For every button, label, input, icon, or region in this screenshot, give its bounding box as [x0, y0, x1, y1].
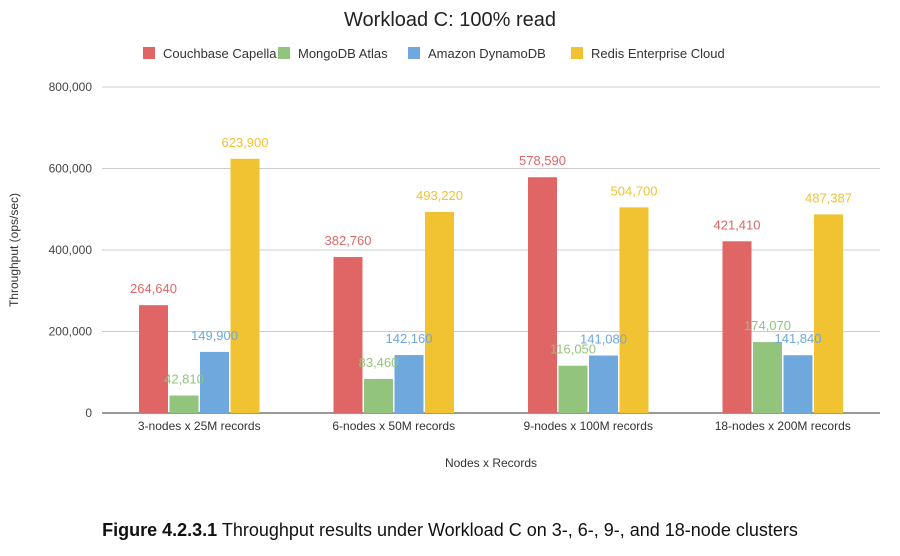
figure-label: Figure 4.2.3.1	[102, 520, 218, 540]
bar-4-3	[619, 207, 649, 413]
figure-caption-text: Throughput results under Workload C on 3…	[217, 520, 798, 540]
data-label: 142,160	[386, 331, 433, 346]
x-tick-label: 18-nodes x 200M records	[715, 419, 851, 433]
bar-2-1	[169, 395, 199, 413]
y-tick-label: 600,000	[49, 162, 93, 176]
legend-swatch-4	[571, 47, 583, 59]
bar-1-2	[333, 257, 363, 413]
figure-caption: Figure 4.2.3.1 Throughput results under …	[0, 520, 900, 541]
data-label: 264,640	[130, 281, 177, 296]
data-label: 382,760	[325, 233, 372, 248]
legend-label-2: MongoDB Atlas	[298, 46, 388, 61]
bar-3-2	[394, 355, 424, 413]
y-tick-label: 400,000	[49, 243, 93, 257]
data-label: 623,900	[222, 135, 269, 150]
x-axis-title: Nodes x Records	[445, 456, 537, 470]
y-axis-title: Throughput (ops/sec)	[7, 193, 21, 307]
data-label: 116,050	[550, 342, 596, 357]
data-label: 578,590	[519, 153, 566, 168]
bar-2-4	[753, 342, 782, 413]
bar-4-1	[230, 158, 260, 413]
bar-4-4	[814, 214, 843, 413]
bar-3-4	[783, 355, 813, 413]
legend-swatch-3	[408, 47, 420, 59]
data-label: 149,900	[191, 328, 238, 343]
throughput-bar-chart: Workload C: 100% read Couchbase Capella Mo…	[7, 9, 880, 470]
y-tick-label: 800,000	[49, 80, 93, 94]
y-tick-label: 200,000	[49, 325, 93, 339]
data-label: 141,840	[775, 331, 822, 346]
data-label: 487,387	[805, 190, 852, 205]
bar-2-3	[558, 365, 588, 413]
data-label: 493,220	[416, 188, 463, 203]
data-label: 174,070	[744, 318, 791, 333]
data-label: 421,410	[714, 217, 761, 232]
bar-2-2	[364, 378, 393, 413]
y-tick-label: 0	[85, 406, 92, 420]
legend-label-4: Redis Enterprise Cloud	[591, 46, 725, 61]
bar-1-4	[722, 241, 752, 413]
bar-3-3	[589, 355, 618, 413]
x-tick-label: 6-nodes x 50M records	[332, 419, 455, 433]
data-label: 42,810	[164, 372, 204, 387]
data-label: 504,700	[611, 183, 658, 198]
chart-title: Workload C: 100% read	[344, 9, 556, 31]
legend-label-3: Amazon DynamoDB	[428, 46, 546, 61]
data-label: 141,080	[580, 332, 627, 347]
x-tick-label: 3-nodes x 25M records	[138, 419, 261, 433]
legend-swatch-1	[143, 47, 155, 59]
x-tick-label: 9-nodes x 100M records	[524, 419, 653, 433]
bar-1-1	[139, 305, 168, 413]
data-label: 83,460	[359, 355, 399, 370]
bar-1-3	[528, 177, 557, 413]
legend-swatch-2	[278, 47, 290, 59]
legend-label-1: Couchbase Capella	[163, 46, 277, 61]
bar-4-2	[425, 212, 454, 413]
bar-3-1	[200, 351, 229, 413]
